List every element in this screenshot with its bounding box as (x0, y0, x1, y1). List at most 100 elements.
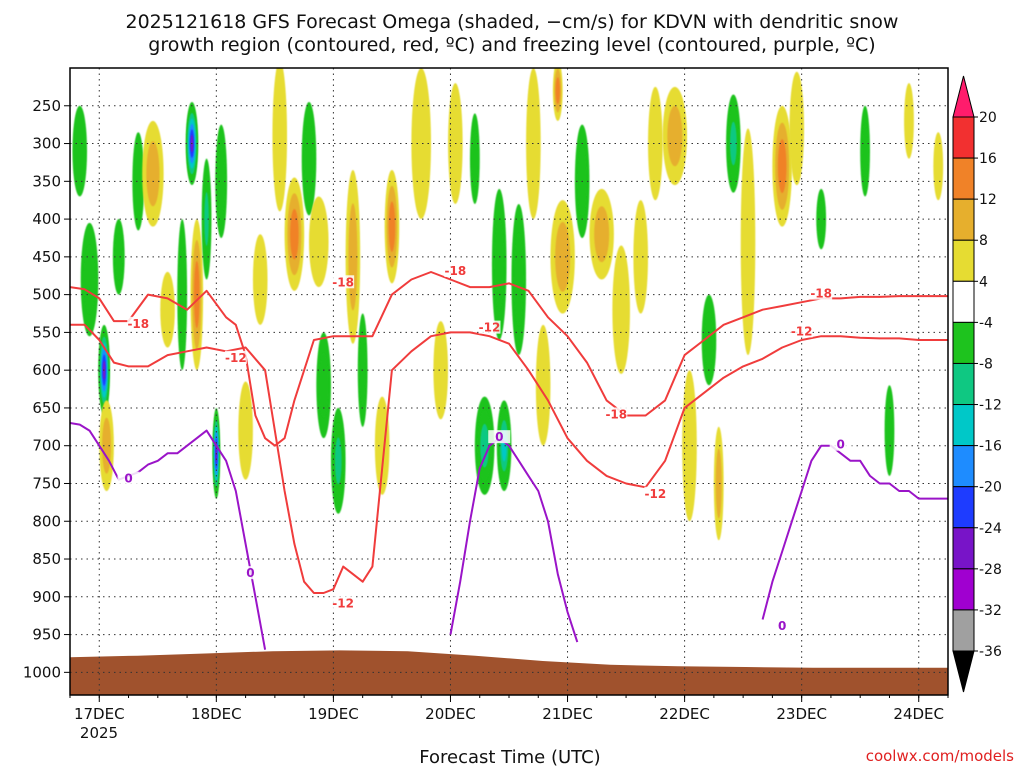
x-tick-label-23DEC: 23DEC (776, 705, 827, 723)
omega-cell-29 (469, 113, 480, 204)
colorbar-label--8: -8 (979, 356, 993, 372)
freezing-level-0-line (70, 422, 267, 650)
colorbar-label-20: 20 (979, 110, 997, 126)
y-tick-label-1000: 1000 (23, 663, 61, 681)
omega-cell-11 (201, 158, 212, 280)
omega-shade (777, 139, 787, 194)
contour-layer: -18 -18 -18 -18 -18 -12 -12 -12 -12 -12 0 0 0 0 0 (70, 263, 948, 650)
omega-shade (555, 221, 571, 292)
terrain-layer (70, 650, 948, 695)
omega-cell-17 (284, 177, 305, 291)
omega-cell-45 (701, 294, 717, 386)
dgz-minus18-label: -18 (332, 275, 354, 289)
omega-cell-16 (272, 68, 288, 212)
dgz-minus18-label: -18 (127, 317, 149, 331)
freezing-level-0c-label: 0 (778, 619, 786, 633)
x-axis: 17DEC 18DEC 19DEC 20DEC 21DEC 22DEC 23DEC 24DEC (69, 695, 949, 723)
x-tick-label-21DEC: 21DEC (542, 705, 593, 723)
dgz-minus18-label-bg (810, 286, 833, 300)
y-tick-label-700: 700 (32, 437, 61, 455)
colorbar-label--20: -20 (979, 480, 1002, 496)
colorbar-bin-4 (952, 280, 975, 323)
omega-shade (132, 132, 145, 231)
colorbar-top-arrow (952, 75, 975, 118)
dgz-minus18-label: -18 (605, 407, 627, 421)
omega-shade (204, 192, 209, 246)
y-tick-label-850: 850 (32, 550, 61, 568)
omega-shade (818, 200, 825, 238)
omega-shade (304, 123, 314, 194)
omega-cell-7 (160, 271, 175, 348)
colorbar-label--28: -28 (979, 562, 1002, 578)
omega-shade (933, 132, 944, 201)
colorbar-label--16: -16 (979, 439, 1002, 455)
omega-shade (72, 105, 88, 197)
omega-shade (730, 121, 737, 166)
dgz-minus18-label: -18 (810, 287, 832, 301)
omega-cell-47 (726, 94, 741, 193)
omega-shade (319, 352, 329, 418)
y-axis: 250 300 350 400 450 500 550 600 650 700 750 800 850 9… (23, 97, 70, 681)
freezing-level-0c-label-bg (771, 619, 794, 633)
omega-cell-3 (99, 400, 114, 492)
omega-cell-26 (411, 68, 432, 220)
freezing-level-0-label-bg (117, 471, 140, 485)
colorbar-bin-16 (952, 157, 975, 200)
y-tick-label-250: 250 (32, 97, 61, 115)
y-tick-label-900: 900 (32, 588, 61, 606)
colorbar-label-12: 12 (979, 192, 997, 208)
credit-link[interactable]: coolwx.com/models (866, 747, 1014, 765)
dgz-minus12-label-bg (478, 320, 501, 334)
omega-shade (388, 201, 396, 252)
dgz-minus12-label-bg (224, 350, 247, 364)
omega-shade (514, 233, 524, 327)
colorbar-label--24: -24 (979, 521, 1002, 537)
omega-shade (494, 217, 504, 311)
freezing-level-0-label: 0 (246, 566, 254, 580)
dgz-minus12-label: -12 (479, 321, 501, 335)
omega-cell-41 (633, 200, 648, 314)
colorbar-label--36: -36 (979, 644, 1002, 660)
omega-shade (740, 128, 756, 356)
dgz-minus18-label-bg (605, 407, 628, 421)
omega-cell-21 (330, 407, 346, 514)
colorbar-bin--12 (952, 404, 975, 447)
omega-cell-19 (308, 196, 329, 288)
freezing-level-0-label-bg (239, 566, 262, 580)
omega-shade (704, 312, 714, 368)
colorbar-label--12: -12 (979, 398, 1002, 414)
dgz-minus12-label: -12 (644, 487, 666, 501)
dgz-minus18-label-bg (332, 275, 355, 289)
omega-shade (862, 123, 869, 179)
omega-cell-15 (252, 234, 268, 325)
colorbar-bin--28 (952, 568, 975, 611)
colorbar-bin-20 (952, 116, 975, 159)
freezing-level-0-label: 0 (124, 472, 132, 486)
colorbar-label--32: -32 (979, 603, 1002, 619)
omega-cell-36 (552, 68, 563, 121)
dgz-minus12-label: -12 (225, 351, 247, 365)
y-tick-label-500: 500 (32, 286, 61, 304)
colorbar-bin-12 (952, 198, 975, 241)
omega-cell-48 (740, 128, 756, 356)
omega-shading-layer (72, 68, 944, 541)
omega-shade (633, 200, 648, 314)
dgz-minus18-line (70, 271, 948, 447)
omega-cell-22 (345, 169, 361, 344)
omega-cell-4 (112, 219, 125, 295)
omega-cell-20 (316, 332, 331, 439)
x-axis-title: Forecast Time (UTC) (419, 747, 600, 768)
freezing-level-0c-line (761, 444, 948, 620)
omega-shade (238, 381, 253, 480)
omega-shade (160, 271, 175, 348)
freezing-level-0b-label-bg (488, 430, 511, 444)
dgz-minus12-label-bg (790, 324, 813, 338)
omega-cell-51 (816, 188, 827, 250)
omega-shade (480, 423, 489, 468)
omega-shade (334, 437, 342, 485)
freezing-level-0c-label-bg (829, 437, 852, 451)
omega-cell-54 (904, 83, 914, 159)
colorbar-bin--32 (952, 609, 975, 652)
omega-cell-24 (374, 396, 390, 495)
